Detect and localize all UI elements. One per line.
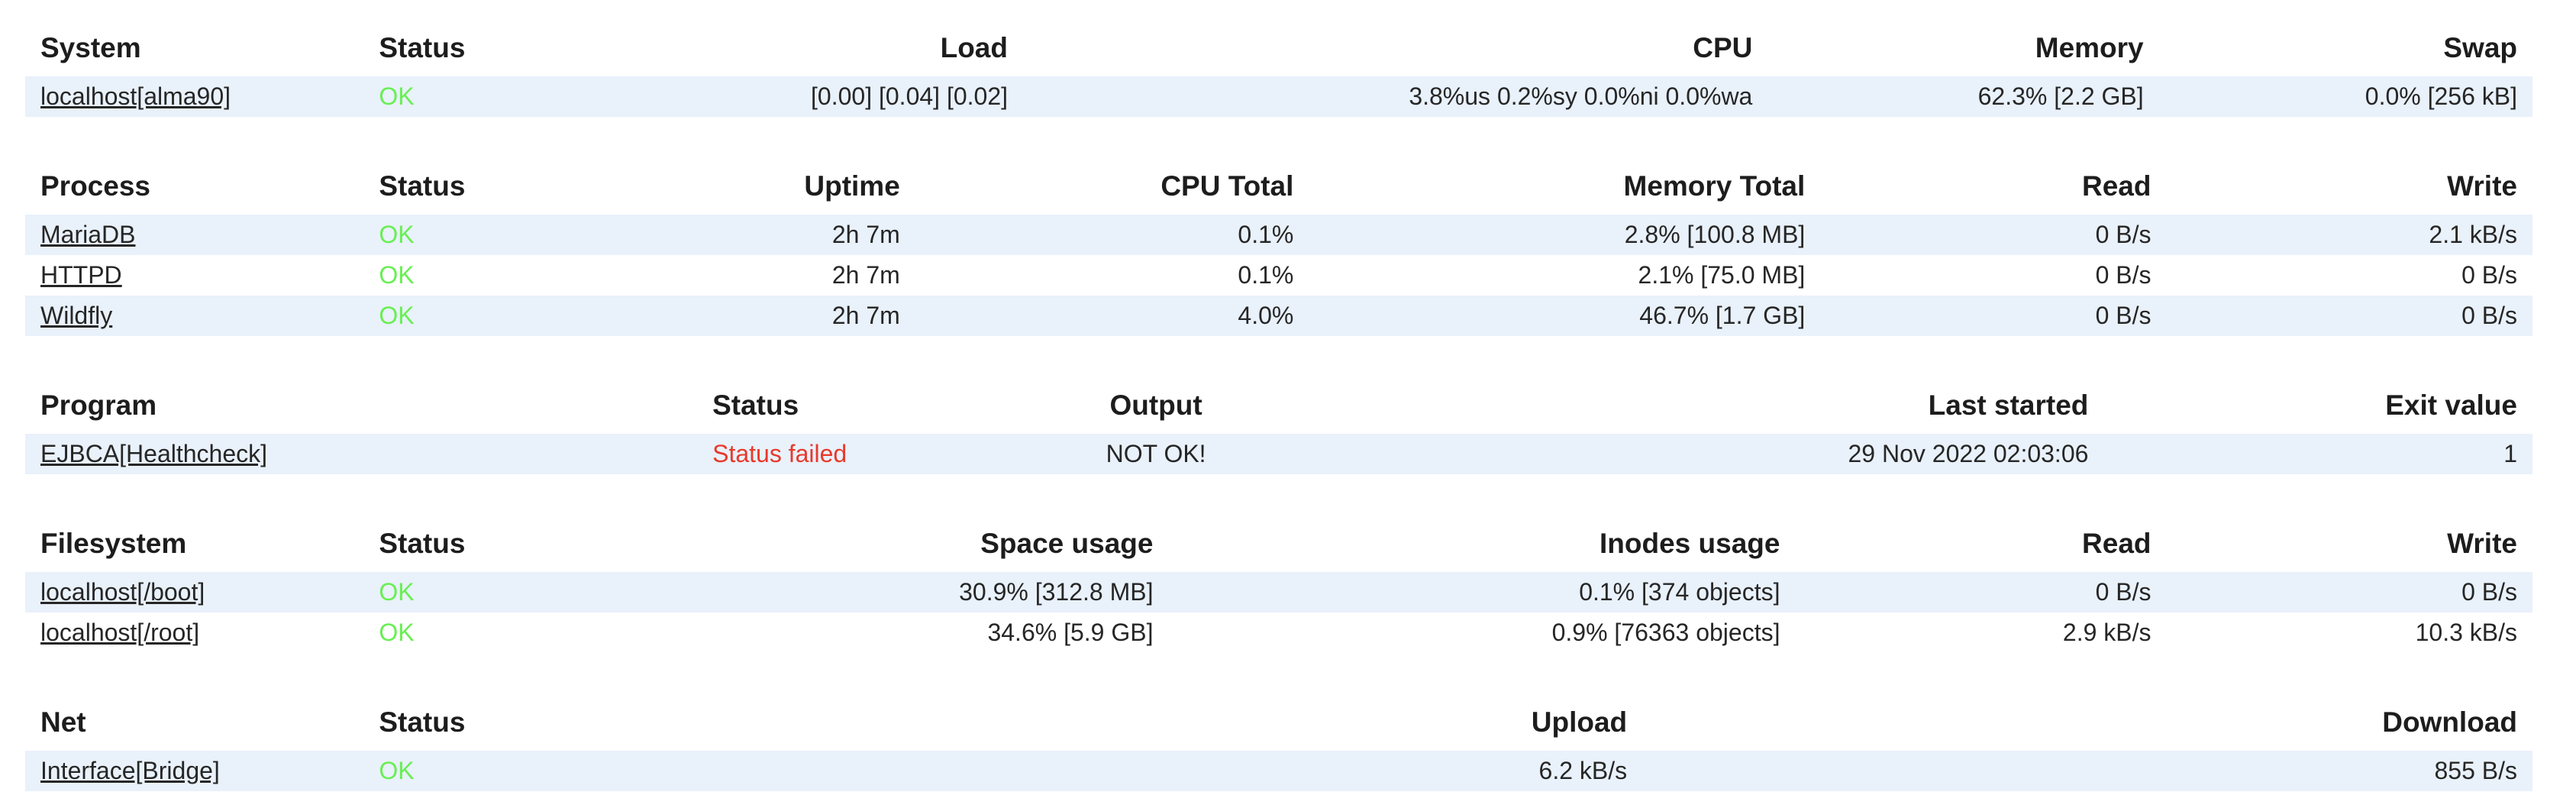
cell-read: 2.9 kB/s bbox=[2062, 619, 2152, 646]
col-header-net: Net bbox=[40, 706, 86, 738]
program-table: Program Status Output Last started Exit … bbox=[25, 389, 2532, 474]
col-header-cpu: CPU bbox=[1693, 32, 1753, 63]
net-header-row: Net Status Upload Download bbox=[25, 706, 2532, 751]
net-table: Net Status Upload Download Interface[Bri… bbox=[25, 706, 2532, 791]
service-link-localhost-alma90[interactable]: localhost[alma90] bbox=[40, 82, 231, 110]
col-header-process: Process bbox=[40, 170, 150, 202]
process-header-row: Process Status Uptime CPU Total Memory T… bbox=[25, 170, 2532, 215]
table-row: HTTPD OK 2h 7m 0.1% 2.1% [75.0 MB] 0 B/s… bbox=[25, 255, 2532, 296]
col-header-memory-total: Memory Total bbox=[1623, 170, 1806, 202]
cell-write: 0 B/s bbox=[2461, 261, 2517, 289]
cell-read: 0 B/s bbox=[1820, 296, 2167, 336]
filesystem-table: Filesystem Status Space usage Inodes usa… bbox=[25, 528, 2532, 653]
col-header-read: Read bbox=[2082, 528, 2152, 559]
status-text: OK bbox=[379, 261, 415, 289]
cell-uptime: 2h 7m bbox=[689, 215, 915, 255]
service-link-localhost-boot[interactable]: localhost[/boot] bbox=[40, 578, 205, 606]
status-text: OK bbox=[379, 619, 415, 646]
cell-inodes-usage: 0.9% [76363 objects] bbox=[1551, 619, 1780, 646]
col-header-swap: Swap bbox=[2443, 32, 2517, 63]
service-link-httpd[interactable]: HTTPD bbox=[40, 261, 122, 289]
col-header-cpu-total: CPU Total bbox=[1160, 170, 1294, 202]
status-text: OK bbox=[363, 76, 690, 117]
cell-write: 0 B/s bbox=[2166, 572, 2532, 612]
cell-uptime: 2h 7m bbox=[689, 296, 915, 336]
cell-memory: 62.3% [2.2 GB] bbox=[1767, 76, 2159, 117]
col-header-load: Load bbox=[940, 32, 1008, 63]
col-header-upload: Upload bbox=[1531, 706, 1628, 738]
cell-memory-total: 2.1% [75.0 MB] bbox=[1638, 261, 1806, 289]
col-header-memory: Memory bbox=[2035, 32, 2144, 63]
table-row: localhost[/boot] OK 30.9% [312.8 MB] 0.1… bbox=[25, 572, 2532, 612]
cell-swap: 0.0% [256 kB] bbox=[2158, 76, 2532, 117]
col-header-status: Status bbox=[379, 706, 466, 738]
status-text: Status failed bbox=[697, 434, 973, 474]
cell-memory-total: 46.7% [1.7 GB] bbox=[1309, 296, 1821, 336]
col-header-exit-value: Exit value bbox=[2385, 389, 2517, 421]
process-table: Process Status Uptime CPU Total Memory T… bbox=[25, 170, 2532, 336]
cell-exit-value: 1 bbox=[2103, 434, 2532, 474]
table-row: Wildfly OK 2h 7m 4.0% 46.7% [1.7 GB] 0 B… bbox=[25, 296, 2532, 336]
col-header-system: System bbox=[40, 32, 141, 63]
col-header-write: Write bbox=[2447, 528, 2517, 559]
system-header-row: System Status Load CPU Memory Swap bbox=[25, 32, 2532, 76]
cell-write: 2.1 kB/s bbox=[2166, 215, 2532, 255]
table-row: EJBCA[Healthcheck] Status failed NOT OK!… bbox=[25, 434, 2532, 474]
program-header-row: Program Status Output Last started Exit … bbox=[25, 389, 2532, 434]
table-row: Interface[Bridge] OK 6.2 kB/s 855 B/s bbox=[25, 751, 2532, 791]
cell-write: 10.3 kB/s bbox=[2415, 619, 2517, 646]
col-header-filesystem: Filesystem bbox=[40, 528, 187, 559]
cell-cpu-total: 0.1% bbox=[915, 215, 1309, 255]
service-link-interface-bridge[interactable]: Interface[Bridge] bbox=[40, 757, 220, 784]
cell-upload: 6.2 kB/s bbox=[689, 751, 1643, 791]
table-row: MariaDB OK 2h 7m 0.1% 2.8% [100.8 MB] 0 … bbox=[25, 215, 2532, 255]
cell-read: 0 B/s bbox=[1820, 215, 2167, 255]
service-link-ejbca-healthcheck[interactable]: EJBCA[Healthcheck] bbox=[40, 440, 268, 467]
col-header-status: Status bbox=[379, 32, 466, 63]
col-header-status: Status bbox=[379, 528, 466, 559]
cell-memory-total: 2.8% [100.8 MB] bbox=[1309, 215, 1821, 255]
col-header-last-started: Last started bbox=[1928, 389, 2089, 421]
status-text: OK bbox=[363, 572, 690, 612]
col-header-uptime: Uptime bbox=[804, 170, 900, 202]
system-table: System Status Load CPU Memory Swap local… bbox=[25, 32, 2532, 117]
cell-load: [0.00] [0.04] [0.02] bbox=[689, 76, 1023, 117]
col-header-write: Write bbox=[2447, 170, 2517, 202]
cell-last-started: 29 Nov 2022 02:03:06 bbox=[1338, 434, 2104, 474]
cell-uptime: 2h 7m bbox=[831, 261, 900, 289]
service-link-wildfly[interactable]: Wildfly bbox=[40, 302, 113, 329]
service-link-mariadb[interactable]: MariaDB bbox=[40, 221, 136, 248]
col-header-status: Status bbox=[379, 170, 466, 202]
status-text: OK bbox=[363, 296, 690, 336]
status-text: OK bbox=[363, 215, 690, 255]
col-header-read: Read bbox=[2082, 170, 2152, 202]
filesystem-header-row: Filesystem Status Space usage Inodes usa… bbox=[25, 528, 2532, 572]
col-header-output: Output bbox=[1109, 389, 1202, 421]
col-header-space-usage: Space usage bbox=[980, 528, 1154, 559]
table-row: localhost[alma90] OK [0.00] [0.04] [0.02… bbox=[25, 76, 2532, 117]
col-header-inodes-usage: Inodes usage bbox=[1600, 528, 1780, 559]
cell-download: 855 B/s bbox=[1642, 751, 2532, 791]
cell-output: NOT OK! bbox=[973, 434, 1339, 474]
col-header-download: Download bbox=[2382, 706, 2517, 738]
status-text: OK bbox=[363, 751, 690, 791]
col-header-program: Program bbox=[40, 389, 157, 421]
cell-inodes-usage: 0.1% [374 objects] bbox=[1168, 572, 1796, 612]
col-header-status: Status bbox=[712, 389, 799, 421]
cell-read: 0 B/s bbox=[2095, 261, 2152, 289]
cell-cpu-total: 4.0% bbox=[915, 296, 1309, 336]
cell-space-usage: 30.9% [312.8 MB] bbox=[689, 572, 1169, 612]
cell-cpu: 3.8%us 0.2%sy 0.0%ni 0.0%wa bbox=[1023, 76, 1768, 117]
cell-cpu-total: 0.1% bbox=[1238, 261, 1294, 289]
service-link-localhost-root[interactable]: localhost[/root] bbox=[40, 619, 200, 646]
table-row: localhost[/root] OK 34.6% [5.9 GB] 0.9% … bbox=[25, 612, 2532, 653]
cell-space-usage: 34.6% [5.9 GB] bbox=[987, 619, 1154, 646]
cell-read: 0 B/s bbox=[1795, 572, 2167, 612]
cell-write: 0 B/s bbox=[2166, 296, 2532, 336]
